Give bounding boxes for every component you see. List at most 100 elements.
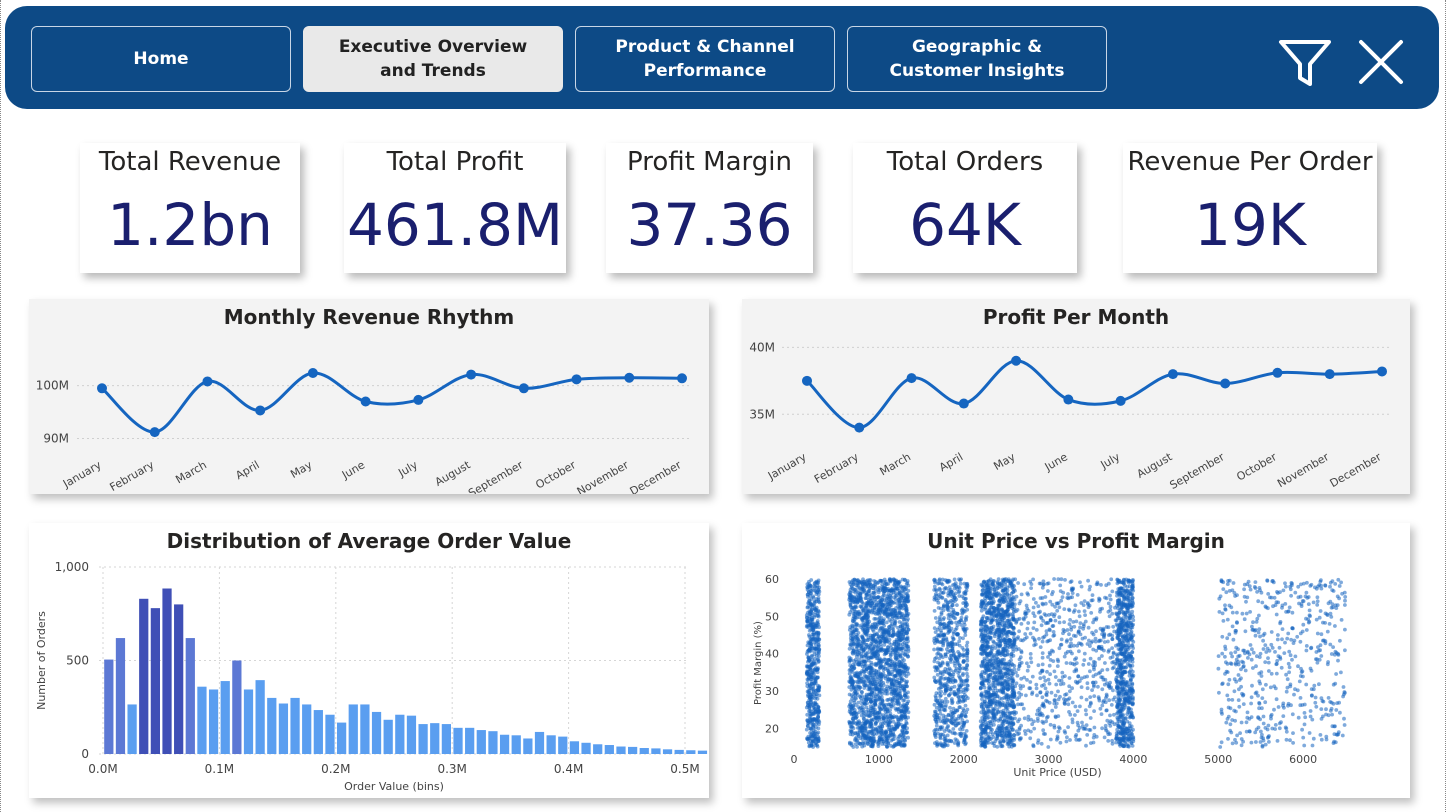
scatter-point (854, 684, 859, 689)
histogram-bar (220, 681, 230, 754)
scatter-point (1069, 627, 1074, 632)
scatter-point (894, 673, 899, 678)
scatter-point (1045, 699, 1050, 704)
scatter-point (942, 616, 946, 620)
scatter-point (904, 637, 909, 641)
scatter-point (906, 583, 911, 588)
scatter-point (932, 588, 937, 592)
scatter-point (862, 648, 866, 653)
close-icon[interactable] (1351, 32, 1411, 92)
scatter-point (979, 685, 983, 690)
x-tick-label: May (288, 458, 315, 481)
scatter-point (853, 609, 858, 614)
scatter-point (1004, 720, 1009, 725)
scatter-point (1011, 649, 1016, 654)
data-point (854, 422, 865, 433)
scatter-point (1046, 589, 1050, 593)
top-navigation-bar: Home Executive Overview and Trends Produ… (5, 6, 1439, 109)
scatter-point (1067, 676, 1072, 680)
scatter-point (849, 585, 854, 590)
scatter-point (983, 607, 987, 612)
price-margin-scatter-title: Unit Price vs Profit Margin (927, 529, 1225, 553)
scatter-point (947, 642, 952, 647)
scatter-point (882, 707, 886, 712)
scatter-point (982, 704, 986, 709)
scatter-point (1084, 697, 1089, 702)
histogram-bar (232, 660, 242, 754)
tab-geographic-customer-label: Geographic & Customer Insights (889, 37, 1065, 81)
scatter-point (1037, 581, 1042, 586)
scatter-point (1008, 601, 1012, 605)
scatter-point (863, 735, 868, 740)
histogram-bar (569, 741, 580, 754)
scatter-point (1103, 595, 1107, 600)
scatter-point (943, 626, 947, 630)
scatter-point (1069, 637, 1073, 642)
scatter-point (883, 589, 887, 593)
x-tick-label: 0.1M (205, 762, 234, 776)
scatter-point (866, 742, 871, 746)
scatter-point (811, 594, 815, 599)
scatter-point (983, 730, 988, 735)
histogram-bar (150, 608, 160, 754)
scatter-point (957, 663, 962, 668)
scatter-point (965, 658, 970, 663)
kpi-total-profit-label: Total Profit (386, 147, 524, 177)
histogram-bar (139, 598, 149, 754)
kpi-revenue-per-order-value: 19K (1194, 191, 1306, 259)
scatter-point (851, 714, 856, 719)
scatter-point (808, 667, 813, 672)
scatter-point (877, 739, 882, 744)
scatter-point (860, 680, 865, 684)
scatter-point (961, 707, 966, 711)
scatter-point (987, 698, 992, 702)
tab-executive-overview[interactable]: Executive Overview and Trends (303, 26, 563, 92)
scatter-point (953, 616, 957, 621)
scatter-point (892, 582, 897, 587)
scatter-point (934, 723, 939, 728)
scatter-point (940, 725, 945, 729)
scatter-point (859, 690, 864, 694)
scatter-point (993, 739, 998, 743)
tab-product-channel[interactable]: Product & Channel Performance (575, 26, 835, 92)
scatter-point (999, 600, 1004, 604)
scatter-point (854, 583, 859, 588)
scatter-point (1009, 654, 1014, 659)
scatter-point (952, 710, 957, 715)
scatter-point (958, 653, 963, 657)
scatter-point (942, 734, 947, 739)
histogram-bar (476, 730, 486, 754)
scatter-point (847, 719, 852, 724)
x-tick-label: July (1098, 450, 1123, 472)
scatter-point (936, 600, 941, 605)
scatter-point (985, 618, 990, 623)
scatter-point (860, 659, 865, 663)
scatter-point (993, 646, 998, 650)
scatter-point (992, 722, 996, 727)
tab-geographic-customer[interactable]: Geographic & Customer Insights (847, 26, 1107, 92)
tab-home[interactable]: Home (31, 26, 291, 92)
filter-icon[interactable] (1275, 32, 1335, 92)
scatter-point (1042, 675, 1046, 680)
scatter-point (859, 693, 864, 698)
scatter-point (1034, 682, 1039, 687)
scatter-point (857, 609, 861, 614)
scatter-point (869, 651, 873, 655)
scatter-point (897, 607, 902, 612)
histogram-bar (313, 710, 323, 754)
y-tick-label: 50 (765, 610, 779, 623)
scatter-point (850, 696, 854, 701)
scatter-point (888, 657, 893, 662)
scatter-point (808, 622, 813, 627)
scatter-point (990, 600, 994, 605)
scatter-point (905, 684, 909, 689)
scatter-point (895, 632, 899, 637)
scatter-point (873, 580, 878, 584)
scatter-point (1019, 592, 1024, 597)
scatter-point (1052, 577, 1056, 581)
scatter-point (904, 609, 909, 614)
scatter-point (934, 709, 938, 714)
scatter-point (876, 605, 881, 610)
scatter-point (884, 734, 889, 738)
scatter-point (1077, 649, 1081, 654)
